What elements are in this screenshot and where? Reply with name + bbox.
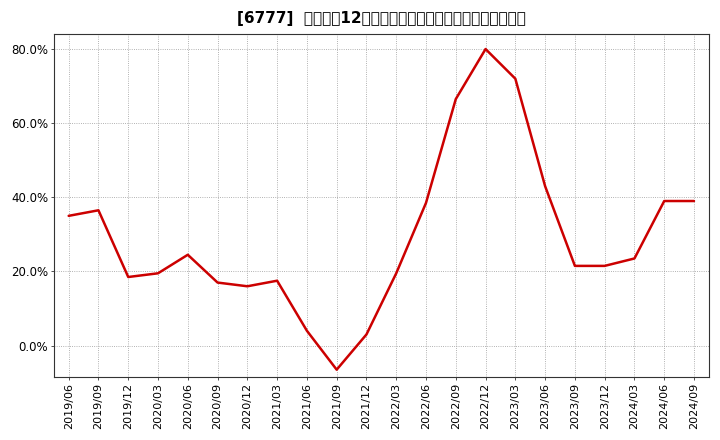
Title: [6777]  売上高の12か月移動合計の対前年同期増減率の推移: [6777] 売上高の12か月移動合計の対前年同期増減率の推移 xyxy=(237,11,526,26)
